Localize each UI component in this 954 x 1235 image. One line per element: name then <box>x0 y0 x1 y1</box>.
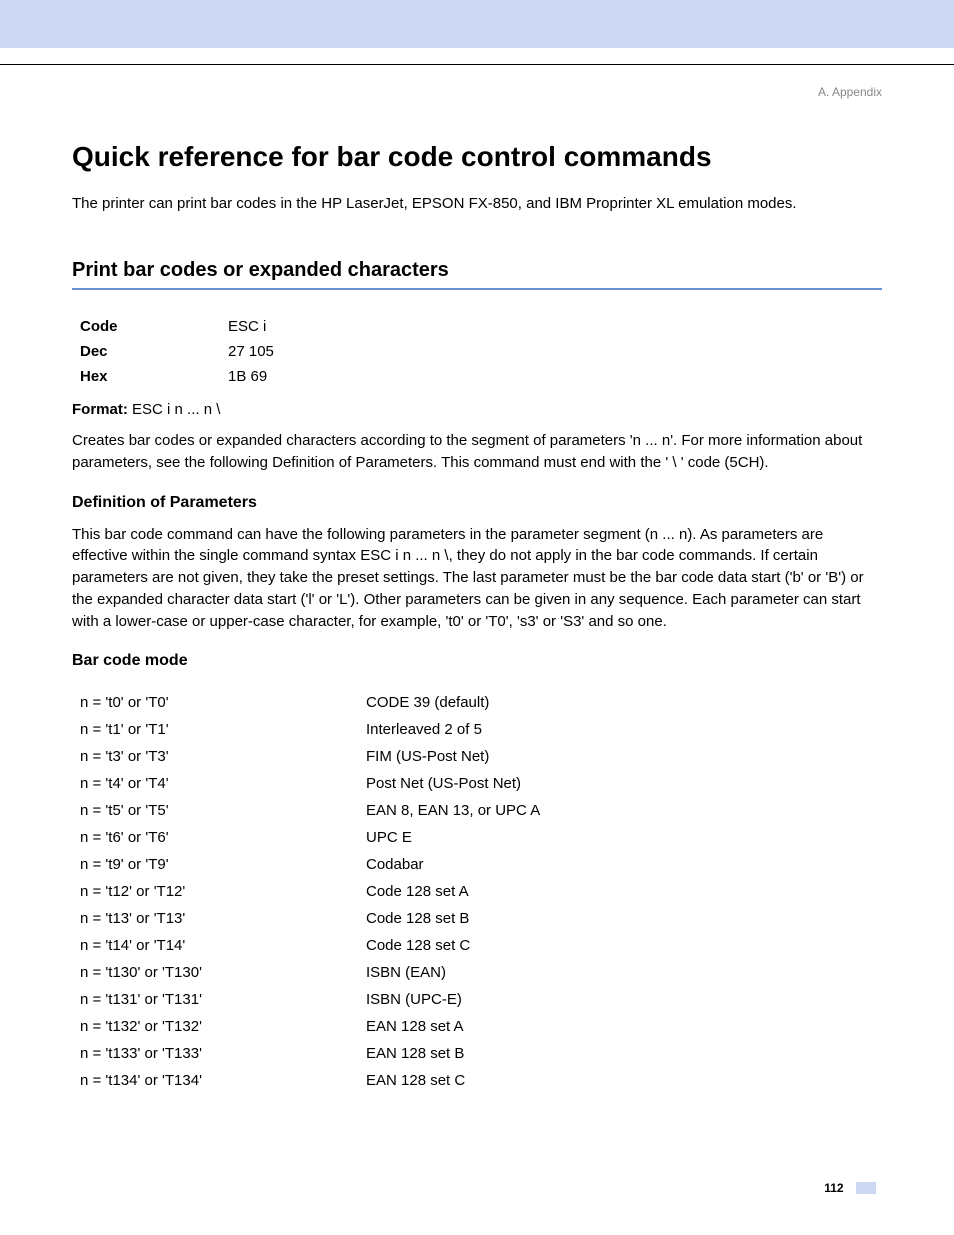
mode-param: n = 't14' or 'T14' <box>80 937 366 954</box>
mode-param: n = 't12' or 'T12' <box>80 883 366 900</box>
mode-desc: FIM (US-Post Net) <box>366 748 489 765</box>
mode-param: n = 't6' or 'T6' <box>80 829 366 846</box>
page-number: 112 <box>824 1181 843 1195</box>
header-divider <box>0 64 954 65</box>
mode-row: n = 't14' or 'T14' Code 128 set C <box>80 937 882 954</box>
code-value: ESC i <box>228 318 266 335</box>
mode-param: n = 't134' or 'T134' <box>80 1072 366 1089</box>
code-row: Code ESC i <box>80 318 882 335</box>
mode-param: n = 't130' or 'T130' <box>80 964 366 981</box>
mode-row: n = 't1' or 'T1' Interleaved 2 of 5 <box>80 721 882 738</box>
main-title: Quick reference for bar code control com… <box>72 141 882 173</box>
format-line: Format: ESC i n ... n \ <box>72 401 882 418</box>
mode-desc: CODE 39 (default) <box>366 694 489 711</box>
mode-desc: ISBN (UPC-E) <box>366 991 462 1008</box>
mode-desc: ISBN (EAN) <box>366 964 446 981</box>
mode-desc: EAN 128 set A <box>366 1018 464 1035</box>
code-label: Dec <box>80 343 228 360</box>
mode-param: n = 't13' or 'T13' <box>80 910 366 927</box>
mode-desc: EAN 128 set B <box>366 1045 464 1062</box>
mode-row: n = 't6' or 'T6' UPC E <box>80 829 882 846</box>
section-title: Print bar codes or expanded characters <box>72 259 882 290</box>
mode-param: n = 't0' or 'T0' <box>80 694 366 711</box>
code-value: 1B 69 <box>228 368 267 385</box>
code-label: Code <box>80 318 228 335</box>
mode-row: n = 't4' or 'T4' Post Net (US-Post Net) <box>80 775 882 792</box>
mode-row: n = 't12' or 'T12' Code 128 set A <box>80 883 882 900</box>
code-row: Dec 27 105 <box>80 343 882 360</box>
mode-desc: UPC E <box>366 829 412 846</box>
mode-param: n = 't5' or 'T5' <box>80 802 366 819</box>
code-value: 27 105 <box>228 343 274 360</box>
mode-desc: Post Net (US-Post Net) <box>366 775 521 792</box>
mode-param: n = 't131' or 'T131' <box>80 991 366 1008</box>
mode-row: n = 't13' or 'T13' Code 128 set B <box>80 910 882 927</box>
format-label: Format: <box>72 401 128 418</box>
mode-param: n = 't9' or 'T9' <box>80 856 366 873</box>
mode-desc: Code 128 set B <box>366 910 469 927</box>
mode-param: n = 't1' or 'T1' <box>80 721 366 738</box>
mode-row: n = 't9' or 'T9' Codabar <box>80 856 882 873</box>
page-content: A. Appendix Quick reference for bar code… <box>0 85 954 1227</box>
mode-row: n = 't130' or 'T130' ISBN (EAN) <box>80 964 882 981</box>
mode-desc: Codabar <box>366 856 424 873</box>
mode-row: n = 't134' or 'T134' EAN 128 set C <box>80 1072 882 1089</box>
mode-row: n = 't133' or 'T133' EAN 128 set B <box>80 1045 882 1062</box>
mode-row: n = 't131' or 'T131' ISBN (UPC-E) <box>80 991 882 1008</box>
code-label: Hex <box>80 368 228 385</box>
mode-desc: Code 128 set A <box>366 883 469 900</box>
barcode-mode-title: Bar code mode <box>72 652 882 670</box>
page-footer: 112 <box>72 1179 882 1197</box>
intro-paragraph: The printer can print bar codes in the H… <box>72 193 882 214</box>
mode-row: n = 't0' or 'T0' CODE 39 (default) <box>80 694 882 711</box>
mode-row: n = 't132' or 'T132' EAN 128 set A <box>80 1018 882 1035</box>
appendix-label: A. Appendix <box>72 85 882 99</box>
mode-desc: EAN 128 set C <box>366 1072 465 1089</box>
code-row: Hex 1B 69 <box>80 368 882 385</box>
mode-desc: EAN 8, EAN 13, or UPC A <box>366 802 540 819</box>
mode-param: n = 't133' or 'T133' <box>80 1045 366 1062</box>
top-banner <box>0 0 954 48</box>
description-1: Creates bar codes or expanded characters… <box>72 430 882 474</box>
mode-desc: Interleaved 2 of 5 <box>366 721 482 738</box>
mode-row: n = 't5' or 'T5' EAN 8, EAN 13, or UPC A <box>80 802 882 819</box>
mode-param: n = 't4' or 'T4' <box>80 775 366 792</box>
mode-param: n = 't3' or 'T3' <box>80 748 366 765</box>
mode-row: n = 't3' or 'T3' FIM (US-Post Net) <box>80 748 882 765</box>
format-value: ESC i n ... n \ <box>128 401 221 418</box>
code-table: Code ESC i Dec 27 105 Hex 1B 69 <box>80 318 882 385</box>
description-2: This bar code command can have the follo… <box>72 524 882 633</box>
page-tab-indicator <box>856 1182 876 1194</box>
mode-desc: Code 128 set C <box>366 937 470 954</box>
barcode-mode-table: n = 't0' or 'T0' CODE 39 (default) n = '… <box>80 694 882 1089</box>
mode-param: n = 't132' or 'T132' <box>80 1018 366 1035</box>
definition-params-title: Definition of Parameters <box>72 494 882 512</box>
